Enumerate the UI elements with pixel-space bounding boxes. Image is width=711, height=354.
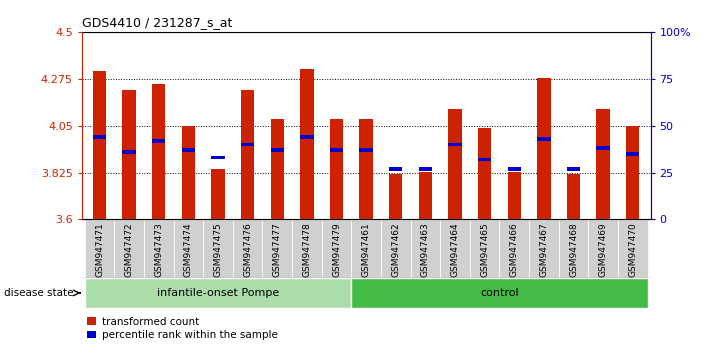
Bar bbox=[330, 119, 343, 219]
Bar bbox=[449, 143, 461, 146]
Bar bbox=[321, 219, 351, 278]
Bar bbox=[618, 219, 648, 278]
Bar bbox=[152, 139, 166, 143]
Bar bbox=[85, 219, 114, 278]
Bar bbox=[478, 158, 491, 161]
Bar bbox=[389, 173, 402, 219]
Text: GSM947468: GSM947468 bbox=[569, 222, 578, 277]
Bar bbox=[271, 148, 284, 152]
Text: disease state: disease state bbox=[4, 288, 73, 298]
Bar bbox=[589, 219, 618, 278]
Bar bbox=[241, 90, 255, 219]
Text: GSM947478: GSM947478 bbox=[302, 222, 311, 277]
Bar bbox=[440, 219, 470, 278]
Bar bbox=[173, 219, 203, 278]
Text: GSM947471: GSM947471 bbox=[95, 222, 104, 277]
Bar bbox=[529, 219, 559, 278]
Bar bbox=[478, 128, 491, 219]
Text: control: control bbox=[480, 288, 519, 298]
Bar bbox=[211, 156, 225, 159]
Text: GDS4410 / 231287_s_at: GDS4410 / 231287_s_at bbox=[82, 16, 232, 29]
Bar bbox=[122, 90, 136, 219]
Bar bbox=[211, 170, 225, 219]
Bar bbox=[182, 148, 195, 152]
Bar bbox=[351, 278, 648, 308]
Legend: transformed count, percentile rank within the sample: transformed count, percentile rank withi… bbox=[87, 317, 277, 340]
Bar bbox=[499, 219, 529, 278]
Text: GSM947474: GSM947474 bbox=[184, 222, 193, 277]
Bar bbox=[449, 109, 461, 219]
Text: GSM947479: GSM947479 bbox=[332, 222, 341, 277]
Bar bbox=[538, 137, 550, 141]
Bar bbox=[597, 109, 610, 219]
Bar bbox=[182, 126, 195, 219]
Bar bbox=[419, 172, 432, 219]
Text: GSM947472: GSM947472 bbox=[124, 222, 134, 277]
Bar bbox=[203, 219, 233, 278]
Bar bbox=[351, 219, 381, 278]
Bar bbox=[262, 219, 292, 278]
Bar bbox=[300, 135, 314, 139]
Bar bbox=[122, 150, 136, 154]
Bar bbox=[330, 148, 343, 152]
Text: GSM947466: GSM947466 bbox=[510, 222, 519, 277]
Bar bbox=[626, 126, 639, 219]
Bar bbox=[597, 146, 610, 150]
Bar bbox=[508, 167, 521, 171]
Bar bbox=[93, 135, 106, 139]
Bar bbox=[360, 148, 373, 152]
Bar bbox=[470, 219, 499, 278]
Bar bbox=[538, 78, 550, 219]
Text: GSM947475: GSM947475 bbox=[213, 222, 223, 277]
Bar bbox=[271, 119, 284, 219]
Bar bbox=[144, 219, 173, 278]
Bar bbox=[85, 278, 351, 308]
Text: GSM947465: GSM947465 bbox=[480, 222, 489, 277]
Bar bbox=[567, 173, 580, 219]
Bar bbox=[411, 219, 440, 278]
Text: GSM947477: GSM947477 bbox=[273, 222, 282, 277]
Text: infantile-onset Pompe: infantile-onset Pompe bbox=[157, 288, 279, 298]
Text: GSM947469: GSM947469 bbox=[599, 222, 608, 277]
Text: GSM947464: GSM947464 bbox=[451, 222, 459, 277]
Bar bbox=[419, 167, 432, 171]
Bar bbox=[381, 219, 411, 278]
Bar bbox=[114, 219, 144, 278]
Text: GSM947476: GSM947476 bbox=[243, 222, 252, 277]
Text: GSM947470: GSM947470 bbox=[629, 222, 637, 277]
Text: GSM947461: GSM947461 bbox=[362, 222, 370, 277]
Text: GSM947463: GSM947463 bbox=[421, 222, 430, 277]
Bar bbox=[300, 69, 314, 219]
Bar bbox=[508, 172, 521, 219]
Bar bbox=[93, 72, 106, 219]
Bar bbox=[626, 152, 639, 156]
Bar bbox=[360, 119, 373, 219]
Text: GSM947462: GSM947462 bbox=[391, 222, 400, 277]
Bar bbox=[559, 219, 589, 278]
Bar bbox=[233, 219, 262, 278]
Bar bbox=[152, 84, 166, 219]
Text: GSM947473: GSM947473 bbox=[154, 222, 164, 277]
Text: GSM947467: GSM947467 bbox=[540, 222, 548, 277]
Bar bbox=[241, 143, 255, 146]
Bar bbox=[389, 167, 402, 171]
Bar bbox=[292, 219, 321, 278]
Bar bbox=[567, 167, 580, 171]
